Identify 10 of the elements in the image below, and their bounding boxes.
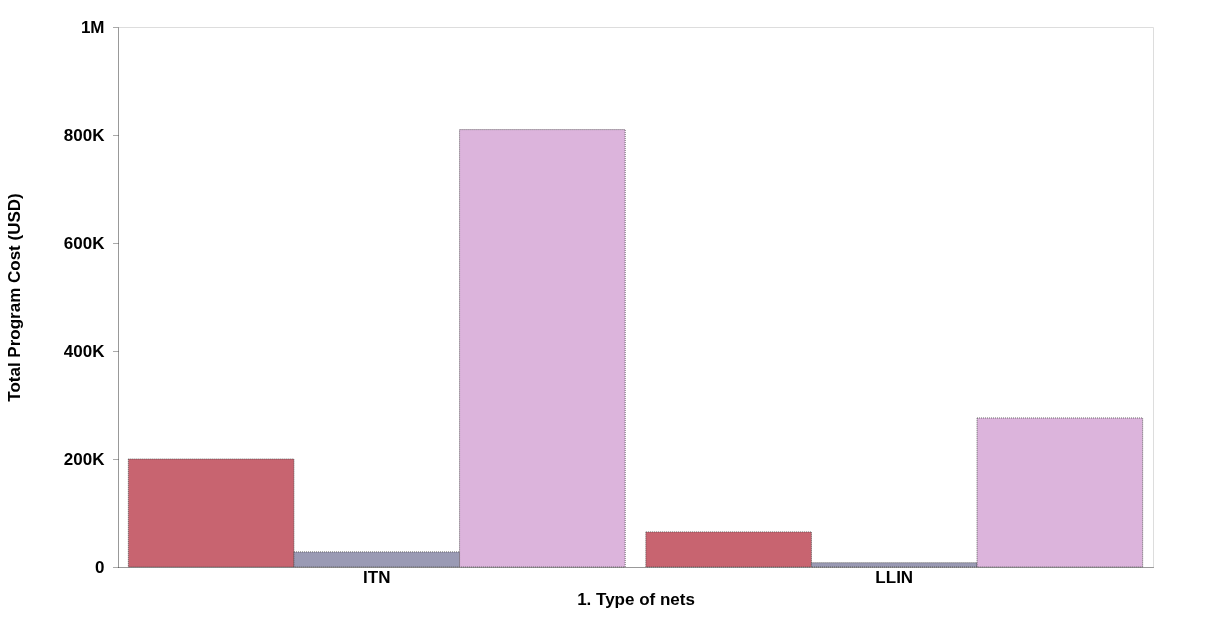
y-tick-label: 0	[95, 557, 105, 577]
y-tick-label: 400K	[63, 341, 106, 361]
y-tick-label: 200K	[63, 449, 106, 469]
x-axis-title: 1. Type of nets	[577, 589, 695, 609]
x-tick-label: ITN	[363, 567, 391, 587]
x-tick-label: LLIN	[875, 567, 914, 587]
y-tick-label: 1M	[80, 17, 105, 37]
y-axis-title: Total Program Cost (USD)	[4, 193, 24, 402]
y-tick-label: 600K	[63, 233, 106, 253]
y-tick-label: 800K	[63, 125, 106, 145]
